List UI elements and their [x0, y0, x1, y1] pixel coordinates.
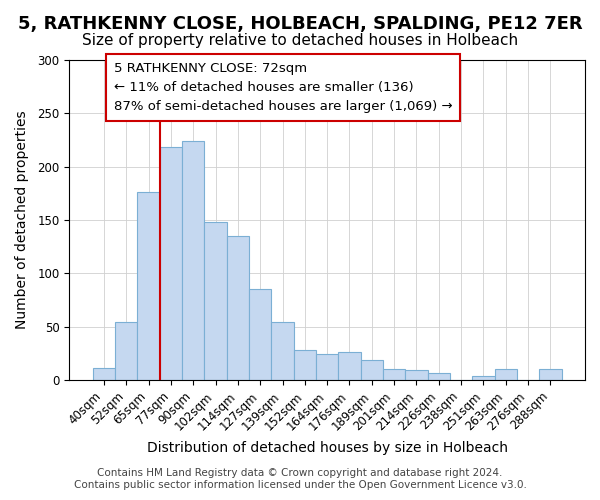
Bar — [205, 222, 227, 380]
X-axis label: Distribution of detached houses by size in Holbeach: Distribution of detached houses by size … — [146, 441, 508, 455]
Bar — [137, 192, 160, 380]
Bar — [227, 236, 249, 380]
Y-axis label: Number of detached properties: Number of detached properties — [15, 110, 29, 330]
Text: Contains HM Land Registry data © Crown copyright and database right 2024.
Contai: Contains HM Land Registry data © Crown c… — [74, 468, 526, 490]
Bar — [160, 148, 182, 380]
Text: 5 RATHKENNY CLOSE: 72sqm
← 11% of detached houses are smaller (136)
87% of semi-: 5 RATHKENNY CLOSE: 72sqm ← 11% of detach… — [114, 62, 452, 113]
Text: 5, RATHKENNY CLOSE, HOLBEACH, SPALDING, PE12 7ER: 5, RATHKENNY CLOSE, HOLBEACH, SPALDING, … — [17, 15, 583, 33]
Bar — [316, 354, 338, 380]
Bar — [383, 370, 405, 380]
Bar — [405, 370, 428, 380]
Text: Size of property relative to detached houses in Holbeach: Size of property relative to detached ho… — [82, 32, 518, 48]
Bar — [428, 372, 450, 380]
Bar — [115, 322, 137, 380]
Bar — [271, 322, 293, 380]
Bar — [361, 360, 383, 380]
Bar — [249, 290, 271, 380]
Bar — [539, 370, 562, 380]
Bar — [293, 350, 316, 380]
Bar — [472, 376, 494, 380]
Bar — [182, 141, 205, 380]
Bar — [338, 352, 361, 380]
Bar — [93, 368, 115, 380]
Bar — [494, 370, 517, 380]
